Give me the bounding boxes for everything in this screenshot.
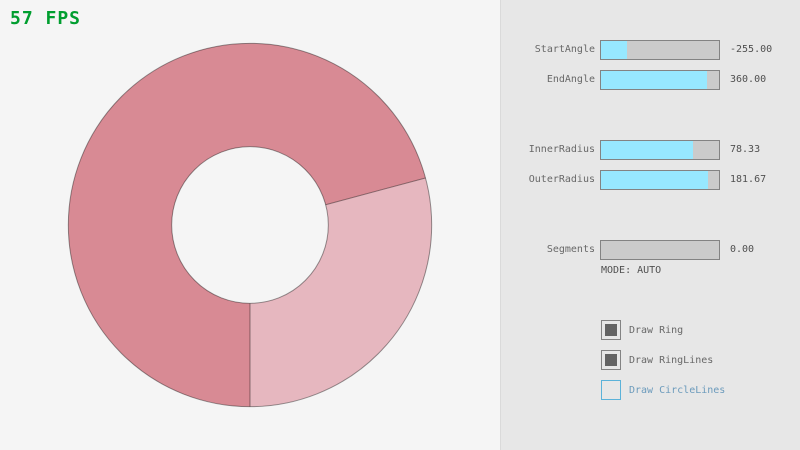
draw-circlelines-checkbox[interactable]	[601, 380, 621, 400]
slider-row-endangle: EndAngle 360.00	[501, 70, 800, 90]
draw-ringlines-label: Draw RingLines	[629, 354, 714, 366]
ring-outline-circle	[171, 146, 329, 304]
innerradius-slider[interactable]	[600, 140, 720, 160]
outerradius-slider[interactable]	[600, 170, 720, 190]
draw-ring-checkbox[interactable]	[601, 320, 621, 340]
slider-row-innerradius: InnerRadius 78.33	[501, 140, 800, 160]
ring-svg	[67, 42, 433, 408]
double-pass-arc	[68, 43, 426, 407]
segments-value: 0.00	[730, 244, 755, 255]
checkbox-row-draw-ringlines: Draw RingLines	[601, 350, 713, 370]
startangle-value: -255.00	[730, 44, 773, 55]
checkbox-row-draw-ring: Draw Ring	[601, 320, 683, 340]
segments-slider[interactable]	[600, 240, 720, 260]
slider-row-startangle: StartAngle -255.00	[501, 40, 800, 60]
endangle-label: EndAngle	[546, 74, 595, 85]
innerradius-value: 78.33	[730, 144, 761, 155]
innerradius-slider-fill	[601, 141, 694, 159]
fps-counter: 57 FPS	[10, 8, 82, 29]
outerradius-label: OuterRadius	[528, 174, 595, 185]
endangle-slider[interactable]	[600, 70, 720, 90]
ring-radial-line	[325, 177, 426, 206]
draw-ringlines-checkbox[interactable]	[601, 350, 621, 370]
ring-outline-circle	[67, 42, 433, 408]
startangle-slider-fill	[601, 41, 627, 59]
draw-ring-label: Draw Ring	[629, 324, 684, 336]
endangle-value: 360.00	[730, 74, 767, 85]
check-mark-icon	[605, 324, 617, 336]
outerradius-value: 181.67	[730, 174, 767, 185]
check-mark-icon	[605, 354, 617, 366]
startangle-slider[interactable]	[600, 40, 720, 60]
slider-row-segments: Segments 0.00	[501, 240, 800, 260]
draw-circlelines-label: Draw CircleLines	[629, 384, 726, 396]
segments-label: Segments	[546, 244, 595, 255]
control-panel: StartAngle -255.00 EndAngle 360.00 Inner…	[500, 0, 800, 450]
outerradius-slider-fill	[601, 171, 709, 189]
innerradius-label: InnerRadius	[528, 144, 595, 155]
startangle-label: StartAngle	[534, 44, 595, 55]
checkbox-row-draw-circlelines: Draw CircleLines	[601, 380, 725, 400]
single-pass-arc	[250, 177, 432, 407]
endangle-slider-fill	[601, 71, 708, 89]
mode-label: MODE: AUTO	[601, 265, 662, 276]
slider-row-outerradius: OuterRadius 181.67	[501, 170, 800, 190]
